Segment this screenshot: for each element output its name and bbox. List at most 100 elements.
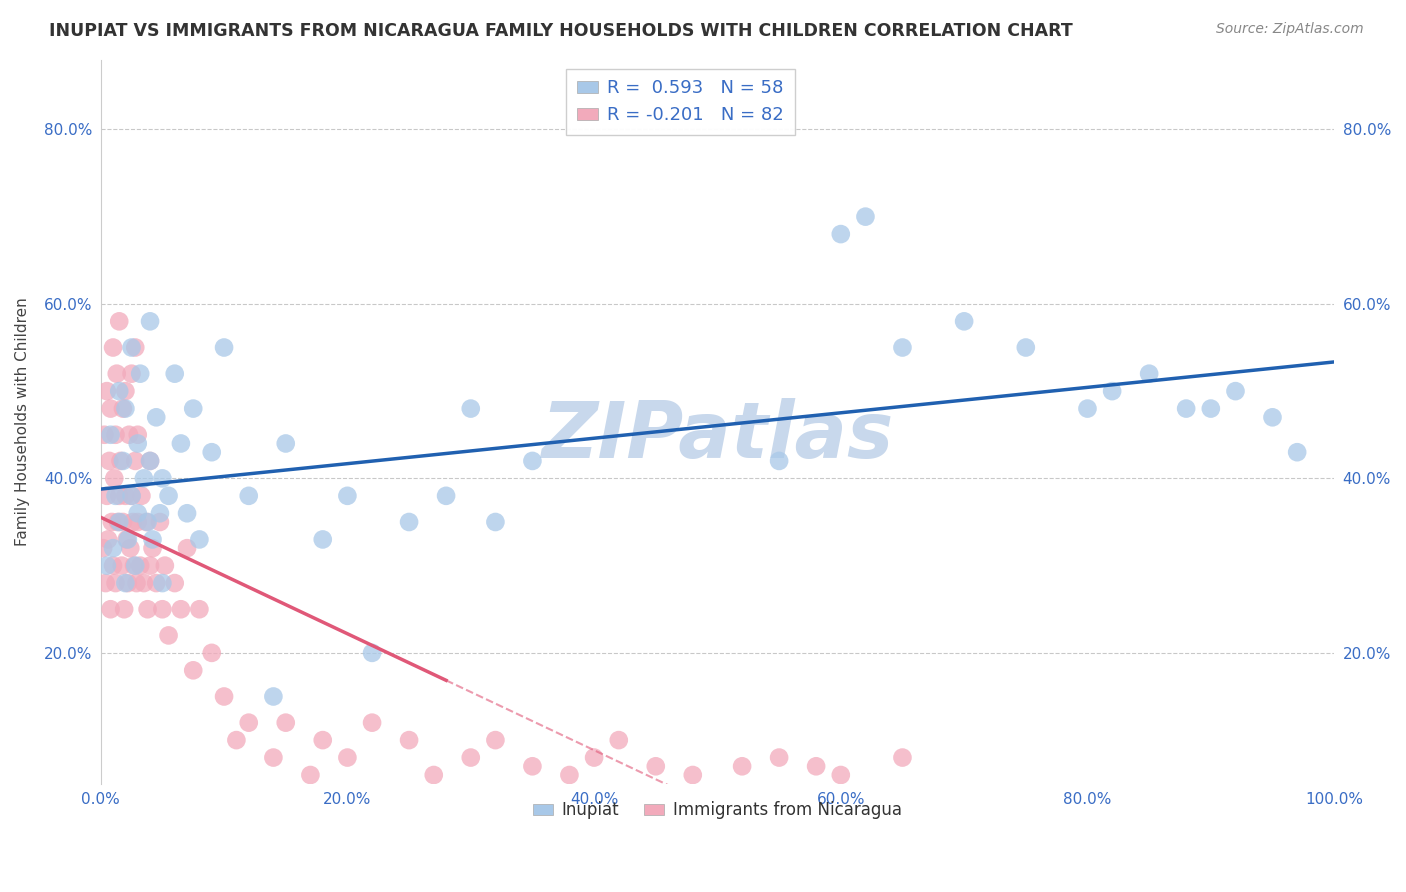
Point	[830, 768, 852, 782]
Point	[181, 401, 204, 416]
Point	[398, 515, 420, 529]
Point	[93, 427, 115, 442]
Legend: Inupiat, Immigrants from Nicaragua: Inupiat, Immigrants from Nicaragua	[527, 795, 908, 826]
Point	[1137, 367, 1160, 381]
Point	[139, 454, 162, 468]
Point	[101, 541, 124, 556]
Point	[731, 759, 754, 773]
Point	[225, 733, 247, 747]
Point	[139, 454, 162, 468]
Point	[1175, 401, 1198, 416]
Point	[124, 558, 146, 573]
Text: ZIPatlas: ZIPatlas	[541, 398, 894, 475]
Point	[262, 750, 284, 764]
Point	[96, 489, 118, 503]
Point	[127, 506, 149, 520]
Point	[117, 576, 139, 591]
Point	[98, 454, 121, 468]
Point	[104, 576, 127, 591]
Point	[188, 533, 211, 547]
Point	[953, 314, 976, 328]
Point	[149, 515, 172, 529]
Point	[108, 314, 131, 328]
Point	[163, 367, 186, 381]
Point	[434, 489, 457, 503]
Point	[100, 427, 122, 442]
Point	[238, 715, 260, 730]
Point	[114, 384, 136, 398]
Point	[124, 341, 146, 355]
Point	[152, 471, 174, 485]
Point	[262, 690, 284, 704]
Point	[139, 558, 162, 573]
Point	[101, 341, 124, 355]
Point	[558, 768, 581, 782]
Point	[176, 541, 198, 556]
Point	[100, 401, 122, 416]
Point	[583, 750, 606, 764]
Point	[891, 341, 914, 355]
Point	[145, 576, 167, 591]
Point	[117, 533, 139, 547]
Point	[122, 558, 145, 573]
Point	[891, 750, 914, 764]
Point	[460, 401, 482, 416]
Point	[139, 314, 162, 328]
Point	[111, 401, 134, 416]
Point	[152, 602, 174, 616]
Point	[101, 558, 124, 573]
Point	[181, 663, 204, 677]
Point	[299, 768, 322, 782]
Point	[176, 506, 198, 520]
Point	[188, 602, 211, 616]
Point	[644, 759, 666, 773]
Point	[125, 576, 148, 591]
Point	[804, 759, 827, 773]
Point	[112, 602, 135, 616]
Point	[121, 341, 143, 355]
Point	[101, 515, 124, 529]
Point	[361, 646, 384, 660]
Text: INUPIAT VS IMMIGRANTS FROM NICARAGUA FAMILY HOUSEHOLDS WITH CHILDREN CORRELATION: INUPIAT VS IMMIGRANTS FROM NICARAGUA FAM…	[49, 22, 1073, 40]
Point	[830, 227, 852, 241]
Point	[115, 533, 138, 547]
Point	[118, 427, 141, 442]
Point	[607, 733, 630, 747]
Point	[124, 454, 146, 468]
Point	[768, 750, 790, 764]
Point	[114, 576, 136, 591]
Point	[1076, 401, 1098, 416]
Point	[423, 768, 446, 782]
Point	[104, 489, 127, 503]
Point	[129, 367, 152, 381]
Point	[103, 471, 125, 485]
Point	[111, 515, 134, 529]
Point	[135, 515, 157, 529]
Point	[121, 489, 143, 503]
Point	[97, 533, 120, 547]
Point	[274, 436, 297, 450]
Point	[121, 489, 143, 503]
Point	[121, 515, 143, 529]
Point	[522, 759, 544, 773]
Point	[108, 384, 131, 398]
Point	[201, 445, 224, 459]
Point	[96, 384, 118, 398]
Text: Source: ZipAtlas.com: Source: ZipAtlas.com	[1216, 22, 1364, 37]
Point	[108, 489, 131, 503]
Point	[157, 489, 180, 503]
Point	[96, 558, 118, 573]
Point	[238, 489, 260, 503]
Y-axis label: Family Households with Children: Family Households with Children	[15, 297, 30, 546]
Point	[104, 427, 127, 442]
Point	[484, 515, 506, 529]
Point	[201, 646, 224, 660]
Point	[1225, 384, 1247, 398]
Point	[460, 750, 482, 764]
Point	[153, 558, 176, 573]
Point	[398, 733, 420, 747]
Point	[855, 210, 877, 224]
Point	[336, 489, 359, 503]
Point	[100, 602, 122, 616]
Point	[1261, 410, 1284, 425]
